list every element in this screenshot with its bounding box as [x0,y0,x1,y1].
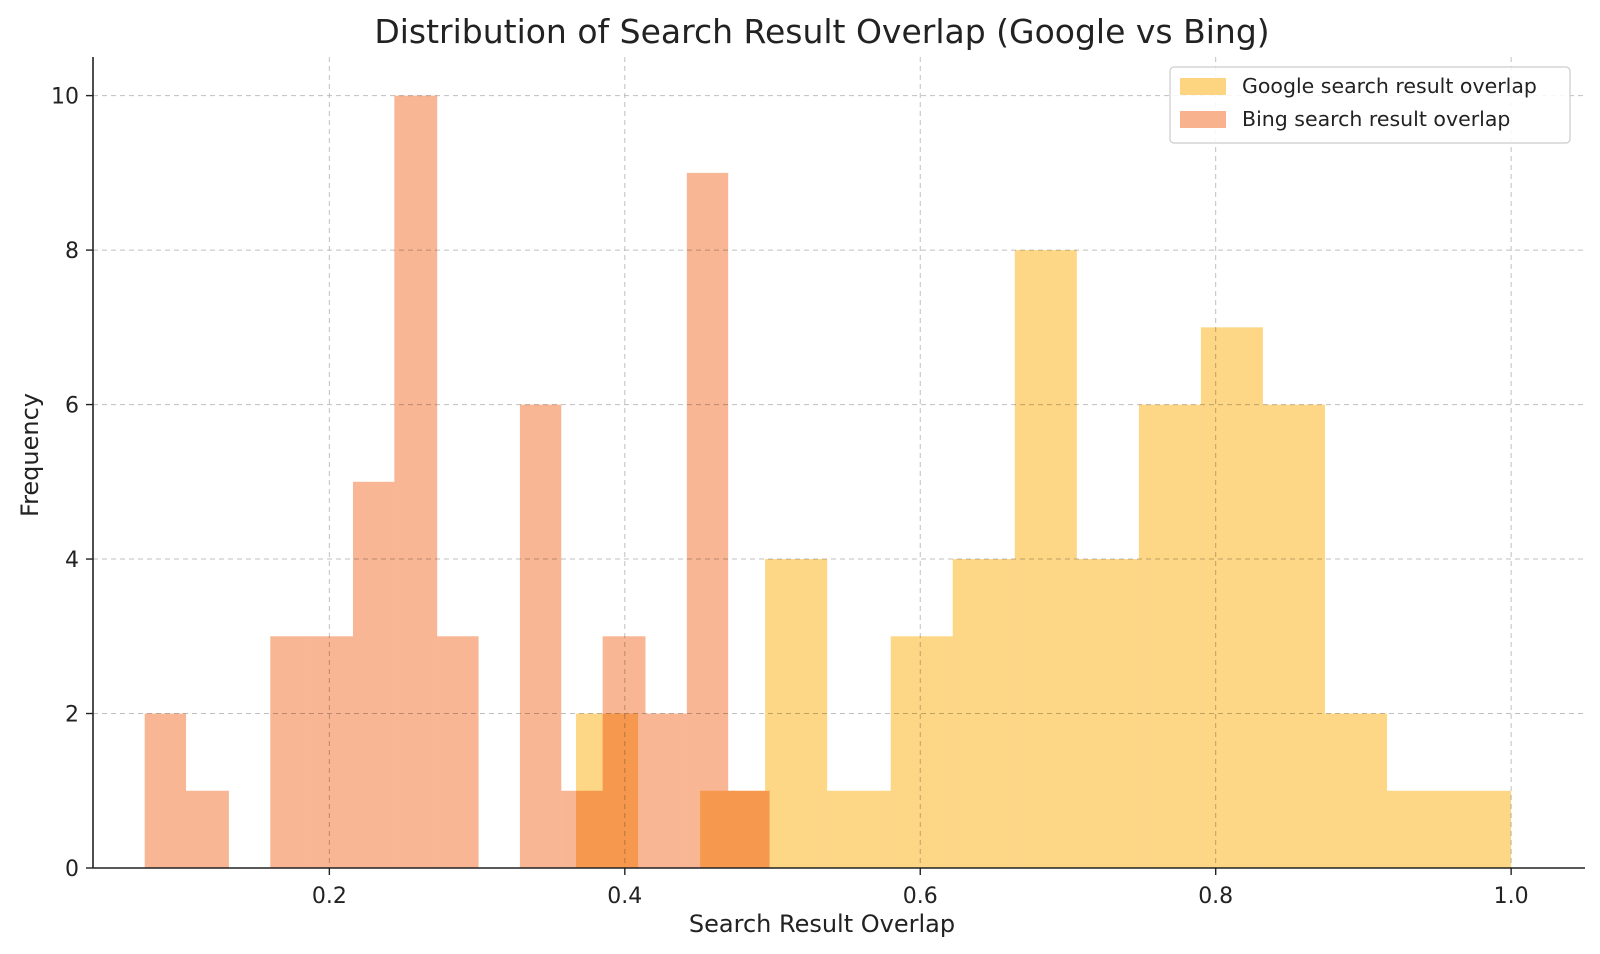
y-tick-label: 10 [51,85,79,110]
axes [92,57,1585,869]
histogram-bar [827,790,891,868]
histogram-bar [890,636,953,868]
histogram-bar [186,790,229,868]
y-tick-label: 0 [65,857,79,882]
histogram-bar [311,636,353,868]
x-tick-label: 0.6 [903,884,938,909]
histogram-bar [394,95,438,869]
chart-title: Distribution of Search Result Overlap (G… [374,12,1269,51]
legend-label: Bing search result overlap [1242,107,1510,131]
legend-swatch [1180,111,1226,128]
histogram-bar [686,172,729,868]
histogram-bar [1262,404,1326,868]
x-tick-label: 0.2 [312,884,347,909]
histogram-bar [1076,559,1139,868]
x-tick-label: 1.0 [1494,884,1529,909]
y-tick-label: 2 [65,703,79,728]
y-axis-label: Frequency [16,393,44,517]
histogram-bar [519,404,562,868]
histogram-bar [602,636,646,868]
histogram-bar [1387,790,1450,868]
histogram-bar [1449,790,1512,868]
histogram-bar [952,559,1015,868]
histogram-bar [645,713,687,868]
bars [144,95,1512,869]
histogram-bar [728,790,770,868]
x-tick-label: 0.8 [1198,884,1233,909]
histogram-bar [1014,250,1077,869]
y-tick-label: 4 [65,548,79,573]
histogram-bar [1138,404,1201,868]
legend: Google search result overlap Bing search … [1169,66,1571,144]
legend-box [1169,66,1571,144]
series-1-bars [144,95,770,869]
histogram-bar [144,713,187,868]
histogram-bar [561,790,603,868]
legend-label: Google search result overlap [1242,74,1537,98]
histogram-bar [270,636,312,868]
histogram-bar [1325,713,1388,868]
y-tick-label: 6 [65,394,79,419]
y-tick-label: 8 [65,239,79,264]
x-tick-label: 0.4 [607,884,642,909]
x-axis-label: Search Result Overlap [689,910,955,938]
histogram-bar [1200,327,1263,868]
histogram-bar [437,636,479,868]
histogram-bar [352,481,395,868]
x-tick-labels: 0.2 0.4 0.6 0.8 1.0 [312,868,1529,909]
legend-swatch [1180,78,1226,95]
histogram-bar [765,559,828,868]
y-tick-labels: 0 2 4 6 8 10 [51,85,93,882]
